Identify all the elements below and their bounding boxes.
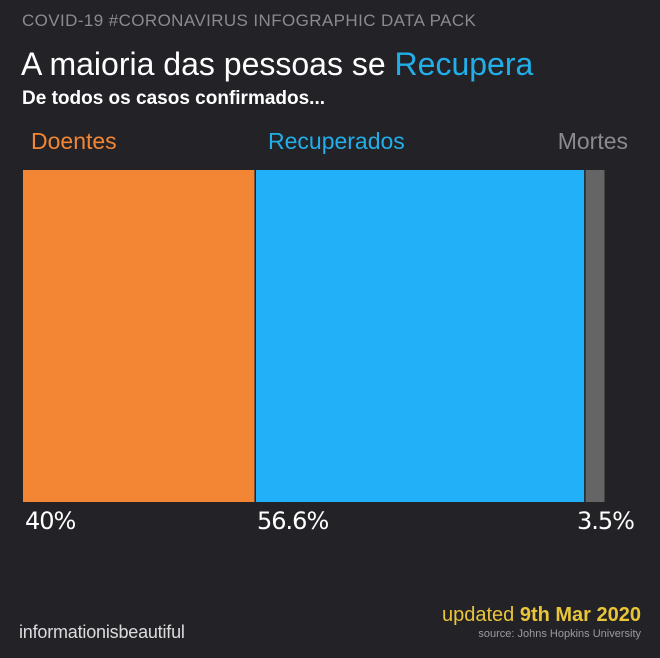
brand-logo-text: informationisbeautiful: [19, 622, 185, 642]
title-accent: Recupera: [394, 46, 534, 82]
page-title: A maioria das pessoas se Recupera: [21, 46, 533, 83]
category-label-recuperados: Recuperados: [268, 128, 405, 154]
value-label-mortes: 3.5%: [577, 507, 635, 535]
category-label-mortes: Mortes: [557, 128, 628, 154]
updated-text: updated 9th Mar 2020: [442, 604, 641, 627]
category-label-doentes: Doentes: [31, 128, 117, 154]
bar-segment-recuperados: [255, 170, 585, 502]
source-text: source: Johns Hopkins University: [478, 628, 641, 640]
bar-segment-doentes: [23, 170, 255, 502]
value-label-doentes: 40%: [25, 507, 76, 535]
kicker-text: COVID-19 #CORONAVIRUS INFOGRAPHIC DATA P…: [22, 11, 477, 30]
subtitle: De todos os casos confirmados...: [22, 88, 326, 109]
bar-segment-mortes: [585, 170, 605, 502]
updated-prefix: updated: [441, 604, 520, 626]
value-label-recuperados: 56.6%: [257, 507, 329, 535]
updated-date: 9th Mar 2020: [519, 604, 641, 626]
title-main: A maioria das pessoas se: [21, 46, 395, 82]
